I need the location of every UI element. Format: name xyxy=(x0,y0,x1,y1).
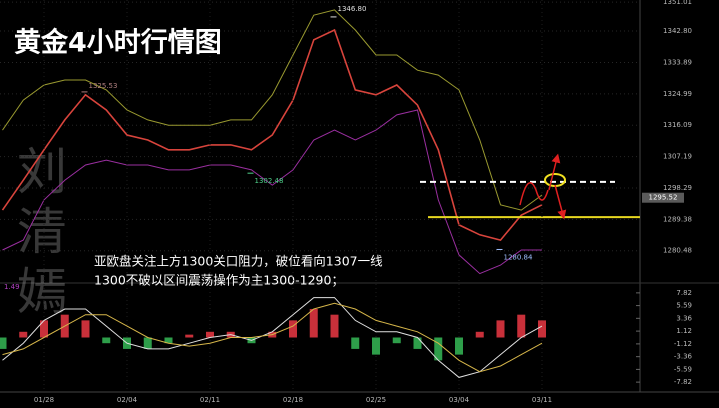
extreme-label: 1325.53 xyxy=(89,82,118,90)
y-tick-label: 1333.89 xyxy=(663,58,692,66)
band-line xyxy=(2,109,542,275)
y-tick-label: 5.59 xyxy=(676,302,692,310)
corner-label: 1.49 xyxy=(4,283,20,291)
macd-bar xyxy=(372,337,380,355)
macd-bar xyxy=(206,331,214,338)
last-price-box xyxy=(642,192,684,203)
price-line xyxy=(1,28,543,242)
macd-bar xyxy=(289,320,297,338)
last-price-label: 1295.52 xyxy=(649,194,678,202)
y-tick-label: 1298.29 xyxy=(663,184,692,192)
x-tick-label: 03/04 xyxy=(449,396,470,404)
y-tick-label: 7.82 xyxy=(676,289,692,297)
y-tick-label: -7.82 xyxy=(674,378,692,386)
forecast-path xyxy=(519,181,549,206)
macd-bar xyxy=(455,337,463,355)
macd-bar xyxy=(0,337,7,349)
macd-bar xyxy=(40,320,48,338)
extreme-label: 1280.84 xyxy=(504,253,533,261)
y-tick-label: 1307.19 xyxy=(663,153,692,161)
macd-bar xyxy=(102,337,111,344)
macd-bar xyxy=(517,314,526,338)
y-tick-label: -5.59 xyxy=(674,365,692,373)
y-tick-label: 1280.48 xyxy=(663,247,692,255)
y-tick-label: -1.12 xyxy=(674,340,692,348)
macd-bar xyxy=(538,320,546,338)
y-tick-label: 3.36 xyxy=(676,314,692,322)
macd-bar xyxy=(330,314,339,338)
extreme-label: 1302.48 xyxy=(255,177,284,185)
x-tick-label: 02/11 xyxy=(200,396,220,404)
chart-title: 黄金4小时行情图 xyxy=(14,27,222,59)
watermark-char: 嫣 xyxy=(17,263,67,321)
x-tick-label: 02/18 xyxy=(283,396,303,404)
y-tick-label: 1342.80 xyxy=(663,27,692,35)
x-tick-label: 01/28 xyxy=(34,396,54,404)
forecast-arrow-down xyxy=(554,184,567,220)
macd-bar xyxy=(81,320,90,338)
annotation: 1300不破以区间震荡操作为主1300-1290； xyxy=(94,273,344,288)
macd-bar xyxy=(413,337,422,349)
plot-layer: 刘清嫣 1351.01 1342.80 1333.89 1324.99 1316.09 13… xyxy=(0,0,693,404)
macd-bar xyxy=(143,337,152,349)
macd-bar xyxy=(475,331,484,338)
x-tick-label: 02/04 xyxy=(117,396,138,404)
band-line xyxy=(2,9,543,211)
x-tick-label: 03/11 xyxy=(532,396,552,404)
forecast-arrow-up xyxy=(548,153,561,191)
macd-bar xyxy=(185,334,194,338)
macd-line xyxy=(2,302,543,373)
macd-bar xyxy=(164,337,173,344)
watermark-char: 清 xyxy=(17,203,67,261)
y-tick-label: 1324.99 xyxy=(663,90,692,98)
y-tick-label: 1316.09 xyxy=(663,121,692,129)
y-tick-label: 1289.38 xyxy=(663,215,692,223)
y-tick-label: -3.36 xyxy=(674,353,693,361)
extreme-label: 1346.80 xyxy=(338,5,367,13)
x-tick-label: 02/25 xyxy=(366,396,386,404)
watermark-char: 刘 xyxy=(17,143,67,201)
macd-bar xyxy=(351,337,360,349)
y-tick-label: 1351.01 xyxy=(663,0,692,6)
macd-bar xyxy=(434,337,443,361)
annotation: 亚欧盘关注上方1300关口阻力，破位看向1307一线 xyxy=(94,254,383,269)
y-tick-label: 1.12 xyxy=(676,327,692,335)
watermark: 刘清嫣 xyxy=(17,143,67,321)
macd-bar xyxy=(496,320,505,338)
macd-bar xyxy=(392,337,401,344)
macd-bar xyxy=(19,331,28,338)
macd-bar xyxy=(309,308,318,338)
